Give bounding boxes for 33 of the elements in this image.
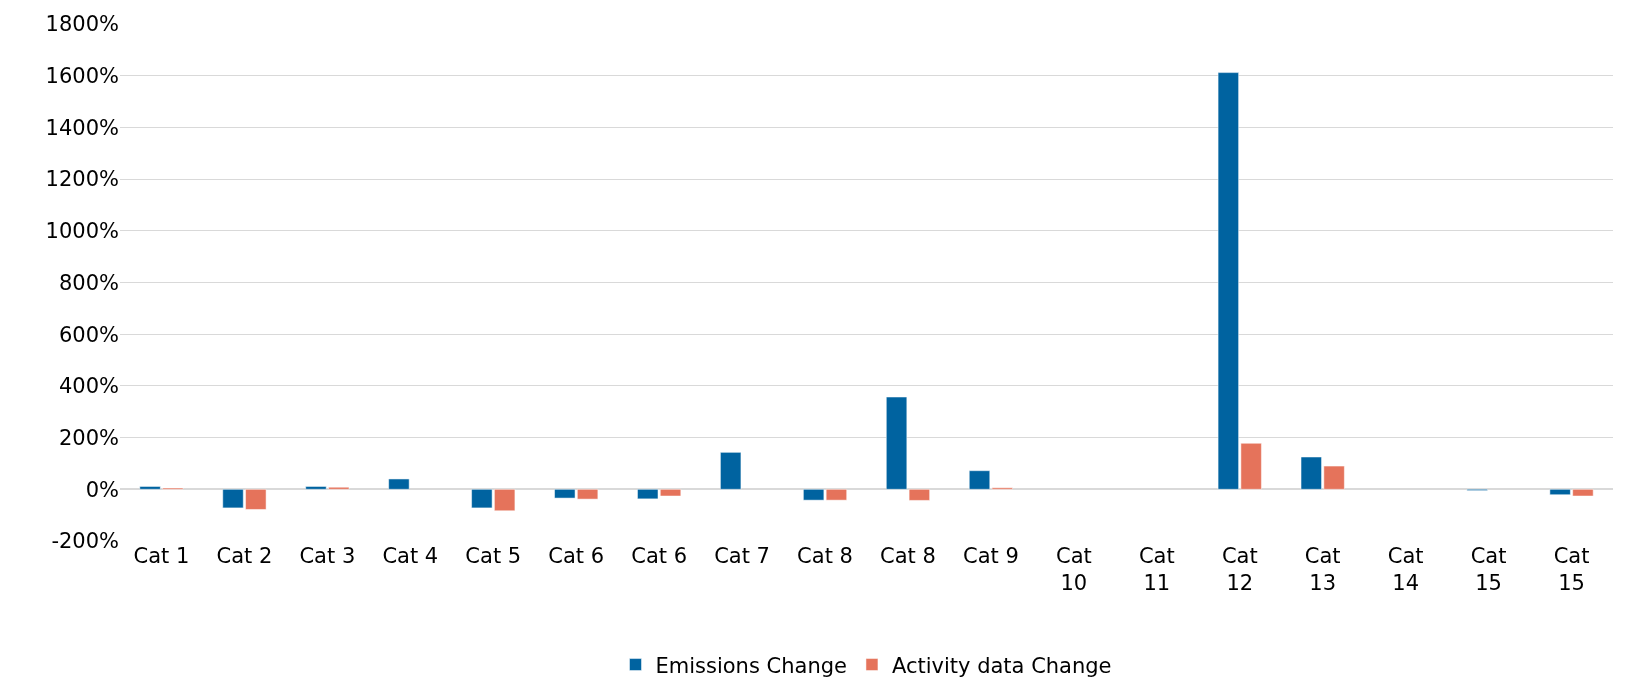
x-tick-label: Cat 8 (797, 544, 853, 568)
x-tick-label: Cat 9 (963, 544, 1019, 568)
y-tick-label: 1200% (45, 167, 119, 192)
x-tick-label: Cat 15 (1470, 544, 1507, 596)
x-tick-label: Cat 2 (216, 544, 273, 568)
bar (720, 452, 742, 490)
legend-label: Emissions Change (655, 653, 847, 678)
y-tick-label: 1400% (45, 115, 119, 140)
y-tick-label: 1600% (45, 64, 119, 89)
y-tick-label: 1800% (45, 12, 119, 37)
y-tick-label: 400% (58, 374, 119, 399)
y-tick-label: 1000% (45, 219, 119, 244)
y-tick-label: 0% (85, 477, 119, 502)
x-tick-label: Cat 7 (714, 544, 770, 568)
y-tick-label: -200% (51, 529, 119, 554)
x-tick-label: Cat 8 (880, 544, 936, 568)
x-tick-label: Cat 11 (1138, 544, 1175, 596)
x-tick-label: Cat 6 (631, 544, 688, 568)
x-tick-label: Cat 5 (465, 544, 522, 568)
x-tick-label: Cat 6 (548, 544, 605, 568)
y-tick-label: 800% (58, 270, 119, 295)
x-tick-label: Cat 15 (1553, 544, 1590, 596)
x-tick-label: Cat 10 (1055, 544, 1092, 596)
x-tick-label: Cat 1 (133, 544, 190, 568)
x-tick-label: Cat 4 (382, 544, 439, 568)
y-tick-label: 200% (58, 425, 119, 450)
x-tick-label: Cat 13 (1304, 544, 1341, 596)
y-tick-label: 600% (58, 322, 119, 347)
legend-label: Activity data Change (891, 653, 1112, 678)
x-tick-label: Cat 3 (299, 544, 356, 568)
x-tick-label: Cat 14 (1387, 544, 1424, 596)
x-tick-label: Cat 12 (1221, 544, 1258, 596)
bar (388, 478, 410, 490)
